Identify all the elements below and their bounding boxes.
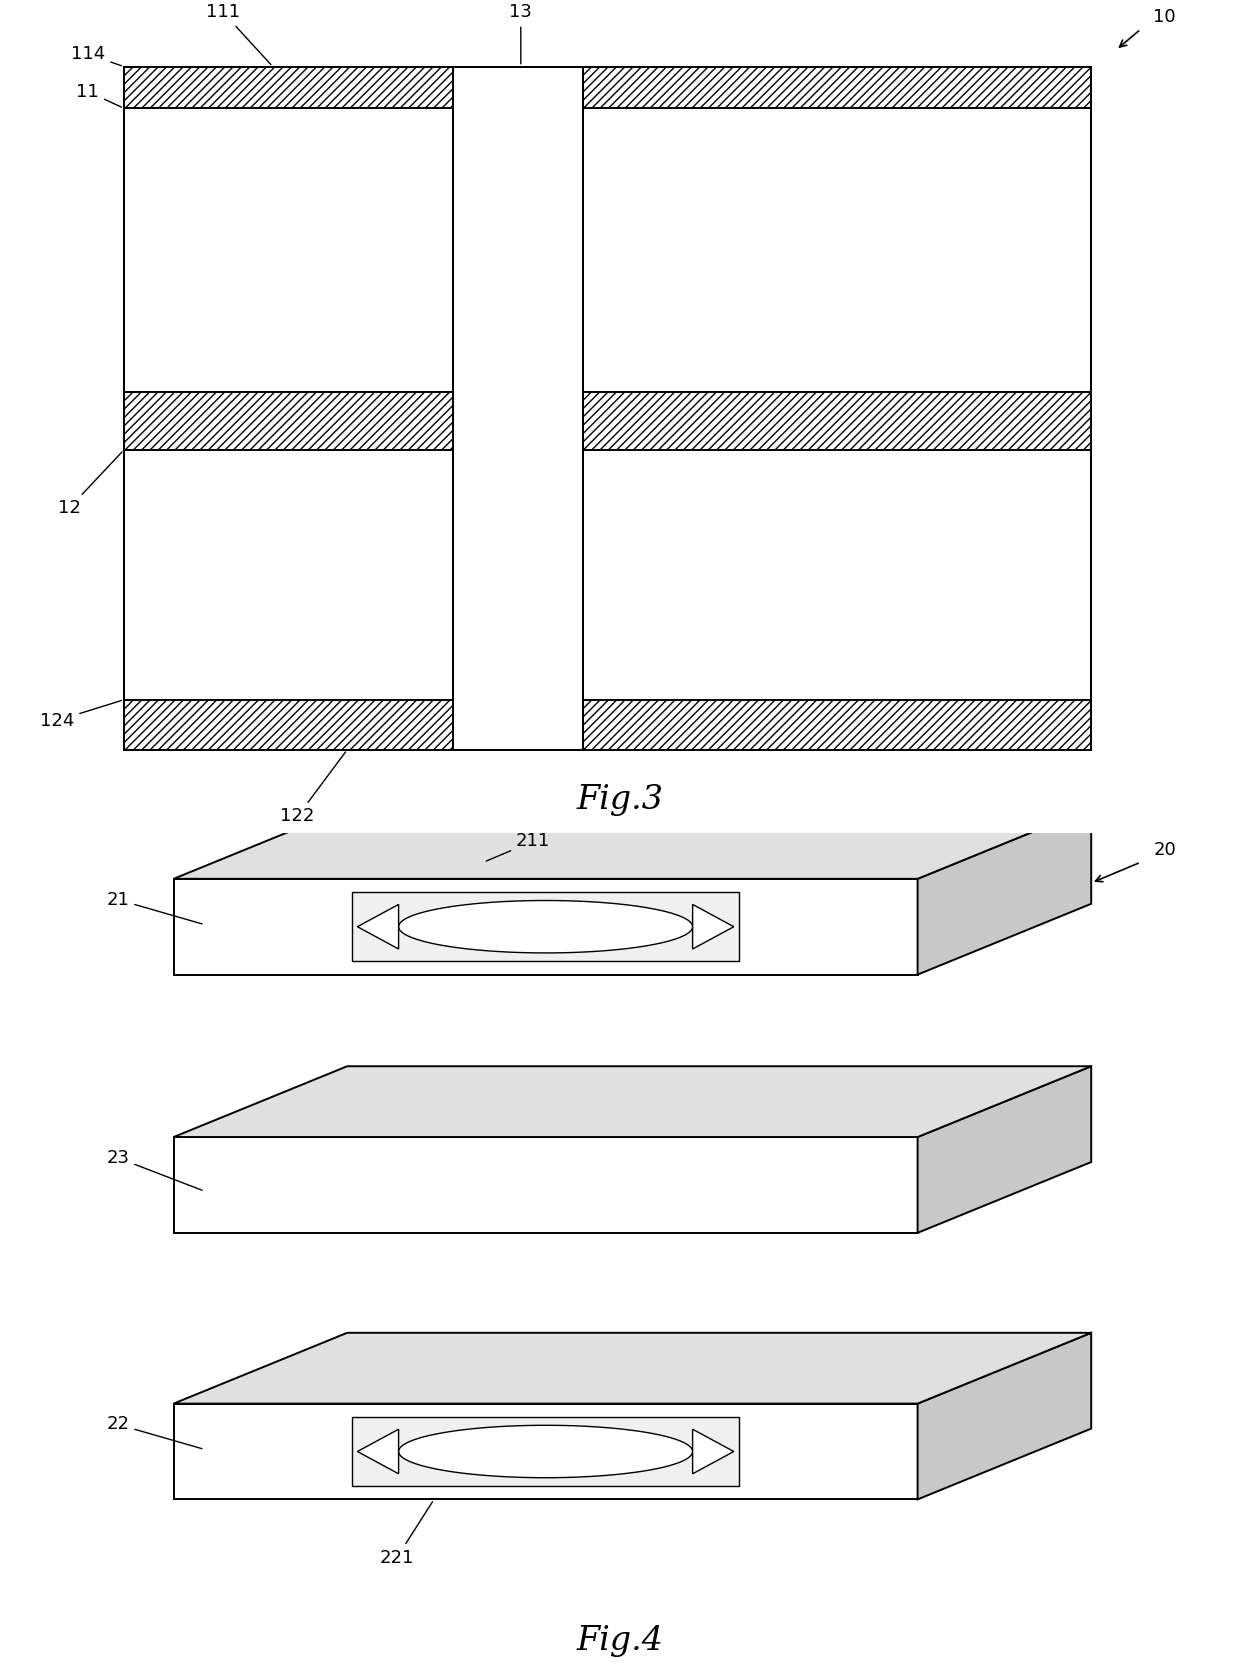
Text: 23: 23 [107, 1150, 202, 1190]
Bar [583, 450, 1091, 700]
Polygon shape [357, 1429, 398, 1474]
Text: 221: 221 [379, 1501, 433, 1566]
Bar [124, 392, 453, 450]
Polygon shape [174, 1136, 918, 1233]
Bar [583, 700, 1091, 750]
Text: 124: 124 [40, 700, 122, 730]
Polygon shape [918, 1066, 1091, 1233]
Polygon shape [693, 1429, 734, 1474]
Bar [583, 67, 1091, 108]
Polygon shape [918, 1333, 1091, 1499]
Text: 20: 20 [1153, 841, 1176, 858]
Polygon shape [398, 1426, 693, 1478]
Bar [453, 67, 583, 750]
Polygon shape [398, 901, 693, 953]
Polygon shape [693, 905, 734, 950]
Bar [583, 392, 1091, 450]
Polygon shape [357, 905, 398, 950]
Text: 21: 21 [107, 891, 202, 925]
Polygon shape [174, 1333, 1091, 1403]
Polygon shape [174, 1066, 1091, 1136]
Text: 10: 10 [1153, 8, 1176, 25]
Text: 122: 122 [280, 751, 346, 825]
Polygon shape [174, 1403, 918, 1499]
Bar [124, 67, 1091, 750]
Polygon shape [174, 880, 918, 975]
Text: 211: 211 [486, 833, 551, 861]
Text: 114: 114 [71, 45, 122, 65]
Text: Fig.3: Fig.3 [577, 783, 663, 816]
Polygon shape [174, 808, 1091, 880]
Bar [124, 108, 453, 392]
Text: 22: 22 [107, 1416, 202, 1449]
Text: 11: 11 [77, 83, 122, 107]
Bar [124, 700, 453, 750]
Bar [124, 67, 453, 108]
Text: 12: 12 [58, 451, 122, 516]
Bar [352, 1418, 739, 1486]
Polygon shape [918, 808, 1091, 975]
Bar [124, 450, 453, 700]
Text: 13: 13 [510, 3, 532, 63]
Text: 111: 111 [206, 3, 270, 65]
Bar [352, 893, 739, 961]
Text: Fig.4: Fig.4 [577, 1624, 663, 1658]
Bar [583, 108, 1091, 392]
